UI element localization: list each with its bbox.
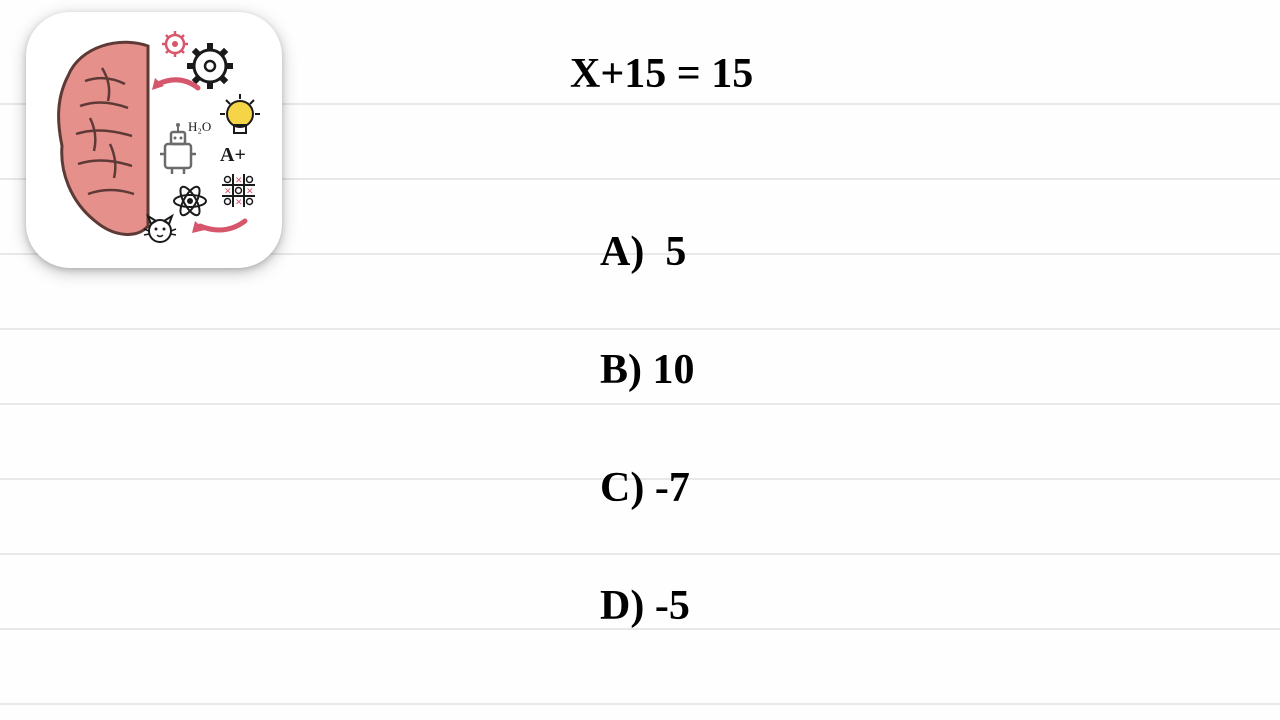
answer-option-a[interactable]: A) 5 [600,228,1040,276]
answers-list: A) 5 B) 10 C) -7 D) -5 [540,228,1040,630]
answer-b-value: 10 [653,347,695,393]
answer-option-b[interactable]: B) 10 [600,346,1040,394]
svg-text:✕: ✕ [235,197,243,207]
brain-logo-icon: H₂O A+ ✕ [40,26,268,254]
answer-c-letter: C [600,465,630,511]
answer-b-letter: B [600,347,628,393]
question-area: X+15 = 15 A) 5 B) 10 C) -7 D) -5 [540,50,1040,630]
svg-text:✕: ✕ [235,175,243,185]
svg-text:✕: ✕ [246,186,254,196]
svg-text:A+: A+ [220,144,246,166]
svg-text:H₂O: H₂O [188,119,211,134]
answer-d-value: -5 [655,583,690,629]
answer-option-d[interactable]: D) -5 [600,582,1040,630]
app-logo-tile: H₂O A+ ✕ [26,12,282,268]
answer-a-value: 5 [665,229,686,275]
answer-c-value: -7 [655,465,690,511]
answer-option-c[interactable]: C) -7 [600,464,1040,512]
equation-text: X+15 = 15 [540,50,1040,98]
answer-a-letter: A [600,229,630,275]
svg-text:✕: ✕ [224,186,232,196]
answer-d-letter: D [600,583,630,629]
